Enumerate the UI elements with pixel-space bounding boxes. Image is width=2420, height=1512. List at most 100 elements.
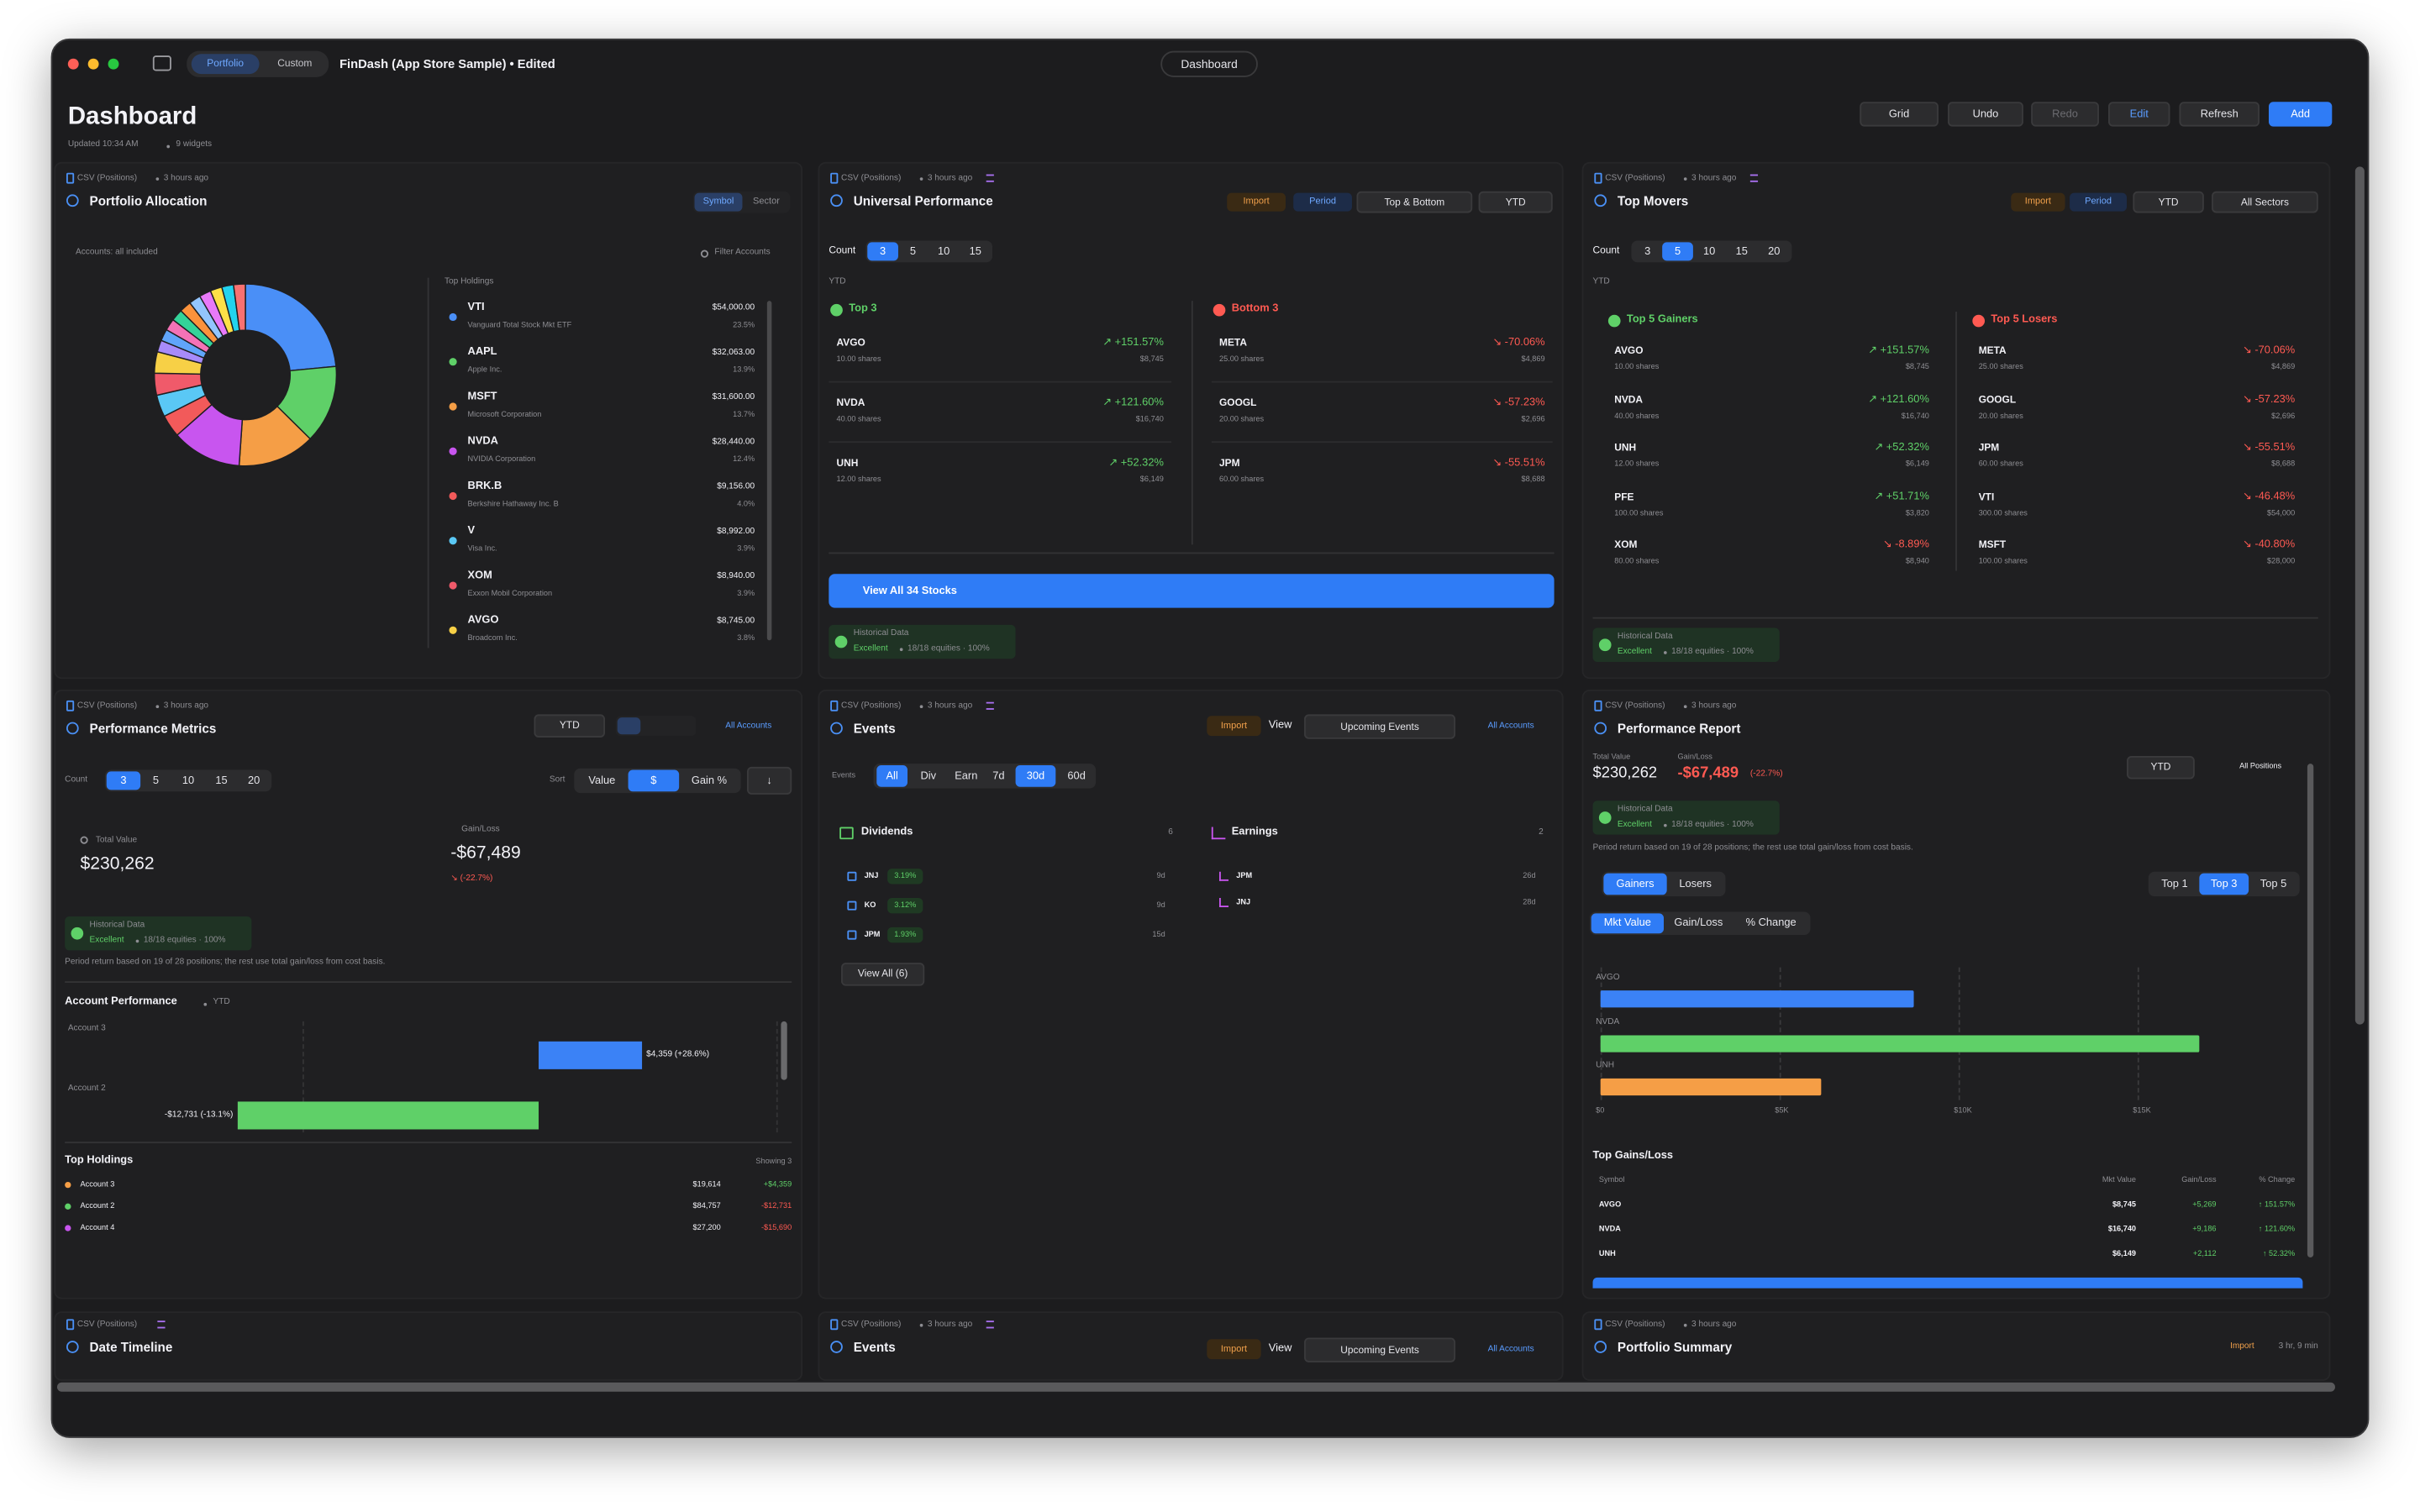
tab[interactable]: Custom bbox=[277, 58, 313, 70]
period-select[interactable]: YTD bbox=[1478, 191, 1553, 213]
segment[interactable]: Mkt Value bbox=[1591, 913, 1665, 934]
segment[interactable]: 3 bbox=[106, 771, 141, 790]
segment[interactable]: Gain % bbox=[691, 774, 728, 786]
view-all-button[interactable]: View All 34 Stocks bbox=[829, 574, 1555, 608]
segment[interactable]: % Change bbox=[1745, 917, 1797, 929]
segment[interactable]: 15 bbox=[1735, 245, 1748, 257]
segment[interactable]: 3 bbox=[1644, 245, 1651, 257]
mode-select[interactable]: Top & Bottom bbox=[1356, 191, 1473, 213]
filter-segment[interactable]: 60d bbox=[1067, 770, 1086, 782]
stock-shares: 300.00 shares bbox=[1978, 508, 2028, 518]
segment[interactable]: 5 bbox=[1662, 242, 1693, 261]
yield-badge[interactable]: 1.93% bbox=[887, 927, 923, 943]
segment[interactable]: Top 5 bbox=[2260, 879, 2287, 890]
status-icon bbox=[1213, 303, 1226, 317]
check-icon bbox=[834, 635, 848, 648]
segment[interactable]: $ bbox=[628, 769, 680, 792]
count-label: Count bbox=[829, 245, 856, 257]
holding-share: 13.7% bbox=[733, 409, 755, 419]
holding-value: $8,745.00 bbox=[717, 617, 755, 627]
filter-button[interactable]: Filter Accounts bbox=[714, 248, 771, 258]
import-button[interactable]: Import bbox=[1227, 192, 1286, 212]
account-gain: -$12,731 bbox=[760, 1201, 792, 1211]
metric-value: $230,262 bbox=[80, 854, 155, 874]
view-select[interactable]: Upcoming Events bbox=[1304, 714, 1456, 739]
import-button[interactable]: Import bbox=[1207, 716, 1261, 737]
segment[interactable]: 15 bbox=[969, 245, 981, 257]
segment[interactable]: 10 bbox=[1703, 245, 1716, 257]
segment[interactable]: 5 bbox=[909, 245, 917, 257]
bar-value-label: -$12,731 (-13.1%) bbox=[164, 1110, 234, 1120]
filter-segment[interactable]: All bbox=[876, 765, 908, 787]
scrollbar bbox=[2354, 166, 2365, 1025]
view-select[interactable]: Upcoming Events bbox=[1304, 1337, 1456, 1362]
toolbar-button[interactable]: Undo bbox=[1947, 102, 2023, 127]
filter-label: Events bbox=[832, 771, 856, 781]
segment[interactable]: 20 bbox=[247, 774, 260, 786]
yield-badge[interactable]: 3.12% bbox=[887, 897, 923, 914]
segment[interactable]: Symbol bbox=[694, 192, 743, 212]
yield-badge[interactable]: 3.19% bbox=[887, 869, 923, 885]
segment[interactable]: 3 bbox=[867, 242, 898, 261]
event-symbol: JNJ bbox=[1236, 897, 1251, 908]
bar bbox=[1600, 990, 1914, 1008]
toolbar-button[interactable]: Refresh bbox=[2179, 102, 2260, 127]
sort-direction[interactable]: ↓ bbox=[746, 766, 792, 795]
doc-icon bbox=[66, 172, 75, 184]
stock-shares: 25.00 shares bbox=[1978, 362, 2023, 372]
period-select[interactable]: YTD bbox=[534, 714, 606, 738]
toolbar-button[interactable]: Add bbox=[2269, 102, 2333, 127]
stock-symbol: META bbox=[1219, 338, 1247, 349]
widget-icon bbox=[66, 1341, 79, 1353]
segment[interactable]: Gainers bbox=[1603, 873, 1667, 895]
filter-segment[interactable]: Earn bbox=[955, 770, 978, 782]
section-title: Bottom 3 bbox=[1231, 303, 1279, 315]
stock-change: ↗ +51.71% bbox=[1874, 491, 1929, 502]
period-select[interactable]: YTD bbox=[2133, 191, 2204, 213]
segment[interactable]: 20 bbox=[1768, 245, 1781, 257]
segment[interactable]: Top 3 bbox=[2199, 873, 2249, 895]
period-button[interactable]: Period bbox=[2070, 192, 2128, 212]
stock-change: ↗ +52.32% bbox=[1108, 458, 1164, 470]
filter-segment[interactable]: 7d bbox=[992, 770, 1005, 782]
segment[interactable]: 15 bbox=[215, 774, 228, 786]
x-tick-label: $5K bbox=[1775, 1105, 1789, 1116]
table-row-highlight bbox=[1592, 1277, 2303, 1289]
separator-dot bbox=[155, 177, 160, 181]
toolbar-button[interactable]: Redo bbox=[2031, 102, 2099, 127]
bar-label: UNH bbox=[1596, 1061, 1615, 1071]
period-caption: YTD bbox=[1592, 277, 1610, 287]
segment[interactable]: Top 1 bbox=[2161, 879, 2188, 890]
tab[interactable]: Portfolio bbox=[191, 54, 260, 75]
stock-change: ↗ +151.57% bbox=[1102, 337, 1164, 349]
period-select[interactable]: YTD bbox=[2127, 756, 2195, 780]
grid-line bbox=[1779, 967, 1781, 1100]
updated-age: 3 hours ago bbox=[163, 174, 209, 184]
info-icon bbox=[80, 836, 88, 844]
list-icon bbox=[986, 701, 994, 710]
segment[interactable]: Gain/Loss bbox=[1674, 917, 1723, 929]
tab[interactable]: Dashboard bbox=[1160, 50, 1258, 77]
toolbar-button[interactable]: Edit bbox=[2107, 102, 2170, 127]
stock-value: $8,688 bbox=[2271, 459, 2296, 470]
segment[interactable]: Losers bbox=[1679, 879, 1712, 890]
view-all-button[interactable]: View All (6) bbox=[841, 963, 925, 986]
stock-symbol: JPM bbox=[1978, 443, 2000, 454]
import-button[interactable]: Import bbox=[1207, 1339, 1261, 1360]
updated-age: 3 hours ago bbox=[927, 1320, 973, 1330]
import-button[interactable]: Import bbox=[2011, 192, 2065, 212]
segment[interactable]: 10 bbox=[182, 774, 195, 786]
segment[interactable]: 10 bbox=[937, 245, 950, 257]
segment[interactable]: Value bbox=[588, 774, 616, 786]
toolbar-button[interactable]: Grid bbox=[1860, 102, 1939, 127]
filter-segment[interactable]: 30d bbox=[1015, 765, 1056, 787]
import-button: Import bbox=[2230, 1341, 2254, 1352]
segment[interactable]: 5 bbox=[152, 774, 160, 786]
table-cell: UNH bbox=[1598, 1249, 1616, 1259]
segment[interactable]: Sector bbox=[753, 197, 780, 207]
stock-change: ↗ +151.57% bbox=[1868, 345, 1929, 356]
table-header: Mkt Value bbox=[2102, 1175, 2137, 1185]
filter-segment[interactable]: Div bbox=[920, 770, 937, 782]
sector-select[interactable]: All Sectors bbox=[2212, 191, 2318, 213]
period-button[interactable]: Period bbox=[1293, 192, 1352, 212]
